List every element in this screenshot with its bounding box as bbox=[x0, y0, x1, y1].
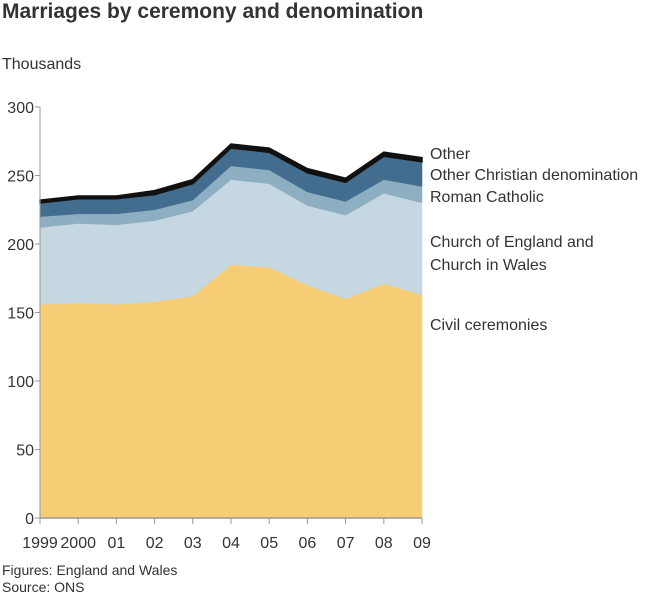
y-tick-label: 250 bbox=[7, 169, 34, 186]
chart-title: Marriages by ceremony and denomination bbox=[2, 0, 424, 23]
area bbox=[39, 143, 423, 204]
legend-label: Other bbox=[430, 146, 471, 163]
legend-label: Roman Catholic bbox=[430, 189, 544, 206]
y-tick-label: 200 bbox=[7, 237, 34, 254]
note: Source: ONS bbox=[2, 579, 85, 595]
x-tick-label: 08 bbox=[375, 535, 393, 552]
x-tick-label: 06 bbox=[299, 535, 317, 552]
y-axis-label: Thousands bbox=[2, 56, 82, 73]
x-tick-label: 02 bbox=[146, 535, 164, 552]
y-tick-label: 150 bbox=[7, 306, 34, 323]
y-tick-label: 0 bbox=[25, 511, 34, 528]
y-tick-label: 100 bbox=[7, 374, 34, 391]
x-tick-label: 2000 bbox=[60, 535, 96, 552]
x-tick-label: 03 bbox=[184, 535, 202, 552]
y-tick-label: 300 bbox=[7, 100, 34, 117]
note: Figures: England and Wales bbox=[2, 562, 178, 578]
x-tick-label: 01 bbox=[108, 535, 126, 552]
legend-label: Church of England and Church in Wales bbox=[430, 234, 594, 274]
x-tick-label: 04 bbox=[222, 535, 240, 552]
x-tick-label: 1999 bbox=[22, 535, 58, 552]
x-tick-label: 09 bbox=[413, 535, 431, 552]
x-tick-label: 05 bbox=[260, 535, 278, 552]
legend-label: Civil ceremonies bbox=[430, 317, 548, 334]
x-tick-label: 07 bbox=[337, 535, 355, 552]
legend-label: Other Christian denomination bbox=[430, 167, 639, 184]
y-tick-label: 50 bbox=[16, 443, 34, 460]
